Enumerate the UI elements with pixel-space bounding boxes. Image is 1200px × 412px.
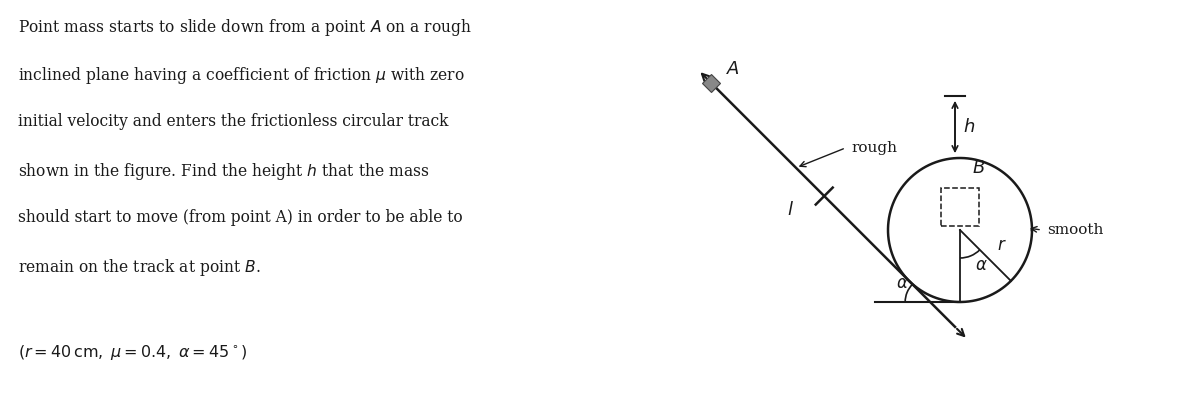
Text: $h$: $h$ — [962, 118, 976, 136]
Text: rough: rough — [851, 141, 896, 155]
Text: $\alpha$: $\alpha$ — [974, 257, 988, 274]
Text: $\alpha$: $\alpha$ — [896, 276, 908, 293]
Text: smooth: smooth — [1046, 223, 1103, 237]
Text: $A$: $A$ — [726, 60, 740, 78]
Text: $B$: $B$ — [972, 159, 985, 177]
Text: $l$: $l$ — [787, 201, 794, 218]
Text: shown in the figure. Find the height $h$ that the mass: shown in the figure. Find the height $h$… — [18, 161, 430, 182]
Text: should start to move (from point A) in order to be able to: should start to move (from point A) in o… — [18, 209, 463, 226]
Text: initial velocity and enters the frictionless circular track: initial velocity and enters the friction… — [18, 113, 449, 130]
Bar — [941, 188, 979, 227]
Text: inclined plane having a coefficient of friction $\mu$ with zero: inclined plane having a coefficient of f… — [18, 65, 464, 86]
Text: $(r = 40\,\mathrm{cm},\; \mu = 0.4,\; \alpha = 45^\circ)$: $(r = 40\,\mathrm{cm},\; \mu = 0.4,\; \a… — [18, 343, 247, 363]
Text: Point mass starts to slide down from a point $A$ on a rough: Point mass starts to slide down from a p… — [18, 17, 472, 38]
Text: remain on the track at point $B$.: remain on the track at point $B$. — [18, 257, 260, 278]
Text: $r$: $r$ — [997, 237, 1007, 254]
